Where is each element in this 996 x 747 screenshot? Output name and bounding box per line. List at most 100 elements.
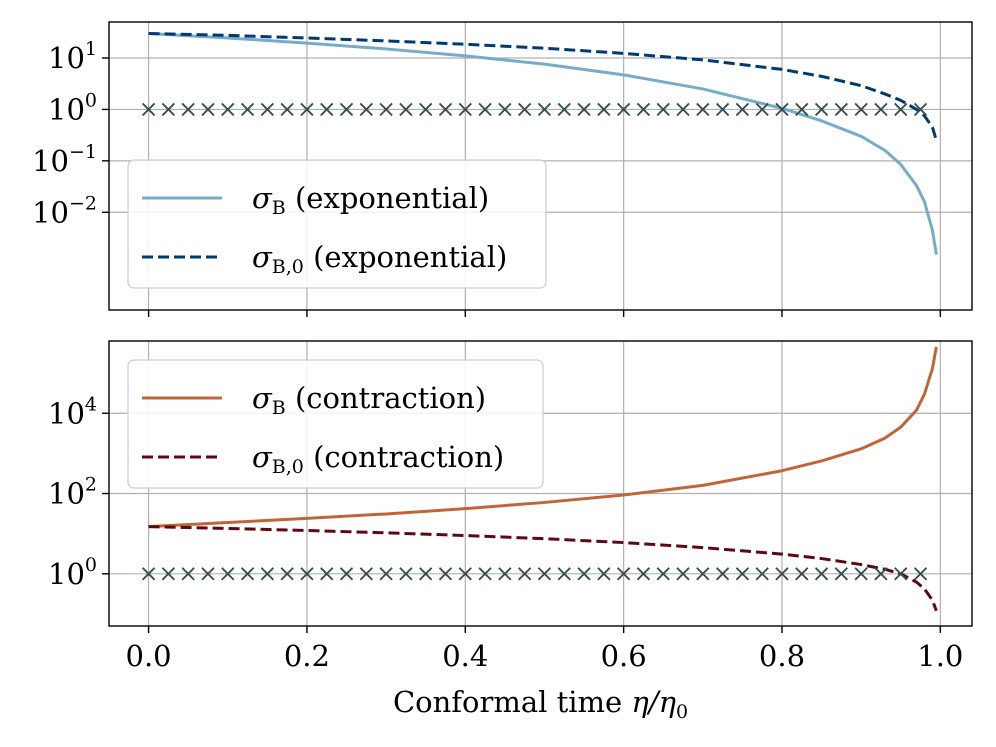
y-tick-label: 10−2 xyxy=(32,192,97,229)
x-tick-label: 0.2 xyxy=(284,639,330,673)
marker-series xyxy=(141,567,928,581)
x-marker-point xyxy=(280,102,294,117)
x-marker-point xyxy=(438,102,453,117)
x-marker-point xyxy=(834,567,848,581)
x-marker-point xyxy=(518,102,532,117)
x-marker-point xyxy=(201,102,215,117)
x-marker-point xyxy=(854,567,868,581)
series-line-1 xyxy=(148,31,938,141)
x-marker-point xyxy=(597,567,611,581)
x-marker-point xyxy=(597,102,611,117)
x-axis-label: Conformal time η/η0 xyxy=(393,685,688,723)
x-marker-point xyxy=(834,102,848,117)
x-marker-point xyxy=(201,567,215,581)
x-marker-point xyxy=(894,567,908,581)
x-marker-point xyxy=(181,102,195,117)
x-tick-label: 1.0 xyxy=(917,639,963,673)
legend-label-0: σB (contraction) xyxy=(252,381,486,419)
marker-series xyxy=(141,102,928,117)
x-marker-point xyxy=(577,567,591,581)
x-marker-point xyxy=(161,102,176,117)
y-tick-label: 104 xyxy=(48,393,97,430)
x-marker-point xyxy=(755,567,769,581)
x-marker-point xyxy=(359,102,373,117)
x-marker-point xyxy=(458,102,472,117)
y-tick-label: 100 xyxy=(48,554,97,591)
x-marker-point xyxy=(320,567,334,581)
series-line-0 xyxy=(148,346,938,529)
x-marker-point xyxy=(320,102,334,117)
y-tick-label: 100 xyxy=(48,89,97,126)
x-marker-point xyxy=(636,102,651,117)
x-marker-point xyxy=(379,567,393,581)
bottom-panel: 0.0 0.2 0.4 0.6 0.8 1.0 104 102 100 Conformal tim… xyxy=(48,340,973,723)
x-marker-point xyxy=(676,102,690,117)
axes-frame xyxy=(108,340,973,627)
x-marker-point xyxy=(221,567,235,581)
x-marker-point xyxy=(478,567,492,581)
x-marker-point xyxy=(913,567,928,581)
y-tick-label: 101 xyxy=(48,38,97,75)
x-marker-point xyxy=(478,102,492,117)
x-marker-point xyxy=(260,102,274,117)
x-marker-point xyxy=(300,102,314,117)
x-marker-point xyxy=(636,567,651,581)
legend: σB (contraction) σB,0 (contraction) xyxy=(127,359,544,489)
legend: σB (exponential) σB,0 (exponential) xyxy=(127,159,547,289)
x-marker-point xyxy=(775,102,789,117)
y-tick-label: 102 xyxy=(48,474,97,511)
x-marker-point xyxy=(240,102,255,117)
x-marker-point xyxy=(221,102,235,117)
x-marker-point xyxy=(814,102,829,117)
x-marker-point xyxy=(557,567,571,581)
x-marker-point xyxy=(874,567,888,581)
x-marker-point xyxy=(379,102,393,117)
x-tick-label: 0.0 xyxy=(126,639,172,673)
x-marker-point xyxy=(537,102,552,117)
plot-area xyxy=(141,346,938,612)
x-marker-point xyxy=(141,102,156,117)
x-marker-point xyxy=(399,102,413,117)
x-marker-point xyxy=(537,567,552,581)
x-marker-point xyxy=(161,567,176,581)
x-marker-point xyxy=(300,567,314,581)
x-marker-point xyxy=(616,102,631,117)
x-marker-point xyxy=(339,102,354,117)
x-marker-point xyxy=(735,102,750,117)
x-tick-label: 0.6 xyxy=(601,639,647,673)
series-line-1 xyxy=(148,525,938,612)
x-marker-point xyxy=(458,567,472,581)
x-marker-point xyxy=(498,102,512,117)
x-marker-point xyxy=(260,567,274,581)
x-marker-point xyxy=(557,102,571,117)
legend-label-1: σB,0 (exponential) xyxy=(252,240,507,278)
plot-area xyxy=(141,31,938,255)
x-marker-point xyxy=(359,567,373,581)
x-marker-point xyxy=(854,102,868,117)
legend-box xyxy=(127,359,544,489)
x-marker-point xyxy=(399,567,413,581)
x-marker-point xyxy=(735,567,750,581)
x-marker-point xyxy=(715,102,730,117)
x-tick-label: 0.8 xyxy=(759,639,805,673)
x-marker-point xyxy=(775,567,789,581)
x-marker-point xyxy=(498,567,512,581)
x-marker-point xyxy=(656,102,670,117)
x-marker-point xyxy=(894,102,908,117)
x-marker-point xyxy=(696,567,710,581)
x-marker-point xyxy=(755,102,769,117)
x-marker-point xyxy=(419,567,433,581)
x-marker-point xyxy=(676,567,690,581)
x-marker-point xyxy=(795,102,809,117)
x-marker-point xyxy=(696,102,710,117)
top-panel: 101 100 10−1 10−2 σB (exponential) σB,0 (expo… xyxy=(32,21,973,317)
x-marker-point xyxy=(656,567,670,581)
x-marker-point xyxy=(715,567,730,581)
y-tick-label: 10−1 xyxy=(32,141,97,178)
x-marker-point xyxy=(616,567,631,581)
x-marker-point xyxy=(518,567,532,581)
legend-box xyxy=(127,159,547,289)
x-marker-point xyxy=(240,567,255,581)
x-marker-point xyxy=(181,567,195,581)
